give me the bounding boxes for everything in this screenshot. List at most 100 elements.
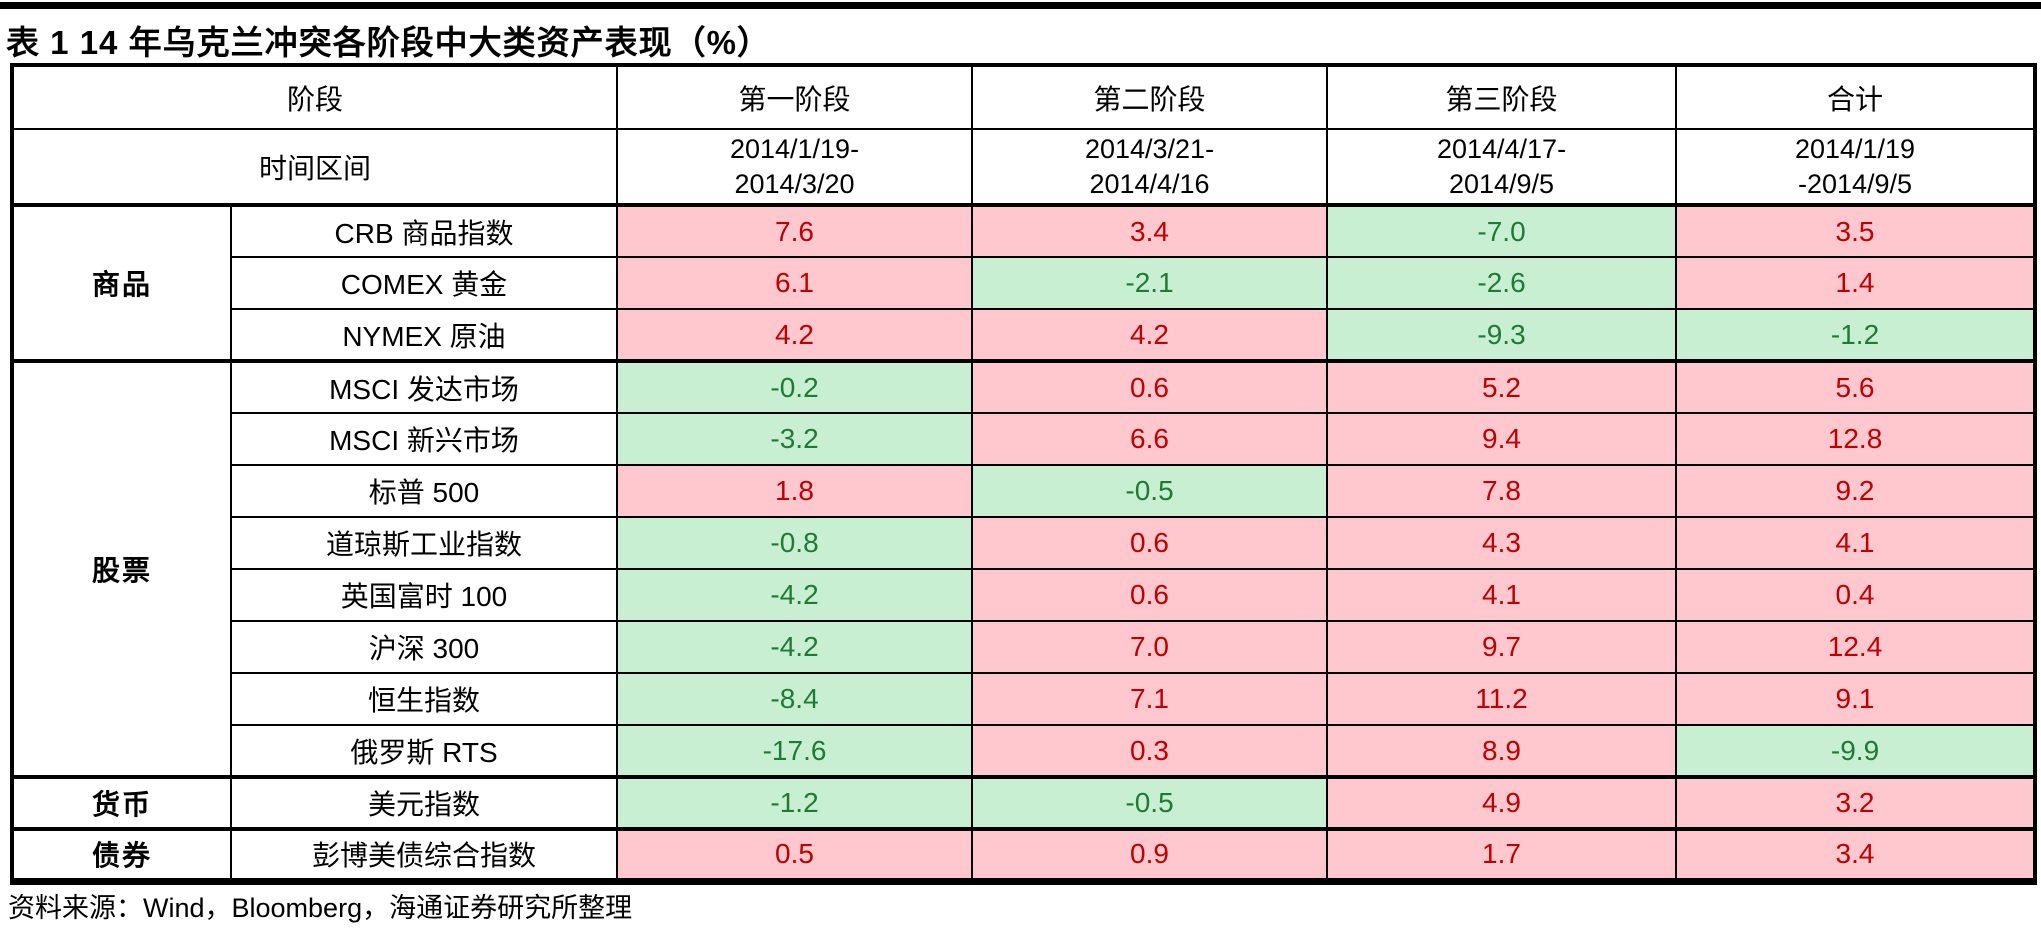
stage-header-row: 阶段 第一阶段 第二阶段 第三阶段 合计 <box>10 63 2037 130</box>
category-cell-currency: 货币 <box>11 775 232 830</box>
asset-name-cell: 标普 500 <box>229 464 619 518</box>
asset-name-cell: MSCI 新兴市场 <box>229 412 619 466</box>
value-cell: 4.2 <box>971 308 1329 362</box>
table-title: 表 1 14 年乌克兰冲突各阶段中大类资产表现（%） <box>6 24 771 61</box>
value-cell: 1.4 <box>1675 256 2037 310</box>
period-2-line-2: 2014/4/16 <box>1089 168 1210 199</box>
value-cell: 6.6 <box>971 412 1329 466</box>
asset-name-cell: NYMEX 原油 <box>229 308 619 362</box>
value-cell: 3.4 <box>1675 827 2037 882</box>
value-cell: 4.1 <box>1326 568 1678 622</box>
asset-name-cell: 美元指数 <box>229 775 619 830</box>
value-cell: -1.2 <box>1675 308 2037 362</box>
asset-name-cell: 道琼斯工业指数 <box>229 516 619 570</box>
value-cell: -0.5 <box>971 464 1329 518</box>
table-row: 债券 彭博美债综合指数 0.5 0.9 1.7 3.4 <box>11 827 2037 882</box>
period-3-line-1: 2014/4/17- <box>1436 133 1567 164</box>
value-cell: -7.0 <box>1326 203 1678 258</box>
asset-name-cell: 彭博美债综合指数 <box>229 827 619 882</box>
period-2-cell: 2014/3/21- 2014/4/16 <box>971 128 1329 207</box>
asset-name-cell: 沪深 300 <box>229 620 619 674</box>
value-cell: 7.0 <box>971 620 1329 674</box>
category-cell-commodity: 商品 <box>11 203 232 362</box>
value-cell: 3.4 <box>971 203 1329 258</box>
period-3-line-2: 2014/9/5 <box>1448 168 1555 199</box>
value-cell: 0.3 <box>971 724 1329 778</box>
period-total-line-1: 2014/1/19 <box>1794 133 1916 164</box>
value-cell: -2.6 <box>1326 256 1678 310</box>
value-cell: -4.2 <box>616 620 974 674</box>
value-cell: 0.6 <box>971 516 1329 570</box>
source-note: 资料来源：Wind，Bloomberg，海通证券研究所整理 <box>8 893 633 923</box>
value-cell: -0.8 <box>616 516 974 570</box>
value-cell: 1.8 <box>616 464 974 518</box>
period-3-cell: 2014/4/17- 2014/9/5 <box>1326 128 1678 207</box>
period-total-cell: 2014/1/19 -2014/9/5 <box>1675 128 2037 207</box>
value-cell: 9.4 <box>1326 412 1678 466</box>
table-row: 俄罗斯 RTS -17.6 0.3 8.9 -9.9 <box>12 724 2037 778</box>
value-cell: 9.1 <box>1675 672 2037 726</box>
value-cell: -9.3 <box>1326 308 1678 362</box>
value-cell: 4.2 <box>616 308 974 362</box>
table-row: 商品 CRB 商品指数 7.6 3.4 -7.0 3.5 <box>11 203 2037 362</box>
period-1-cell: 2014/1/19- 2014/3/20 <box>616 128 974 207</box>
value-cell: -4.2 <box>616 568 974 622</box>
table-row: COMEX 黄金 6.1 -2.1 -2.6 1.4 <box>12 256 2037 310</box>
value-cell: 3.2 <box>1675 775 2037 830</box>
stage-1-header: 第一阶段 <box>616 63 974 130</box>
value-cell: 9.7 <box>1326 620 1678 674</box>
period-header-row: 时间区间 2014/1/19- 2014/3/20 2014/3/21- 201… <box>10 128 2037 207</box>
value-cell: -9.9 <box>1675 724 2037 778</box>
value-cell: 12.4 <box>1675 620 2037 674</box>
value-cell: 4.1 <box>1675 516 2037 570</box>
value-cell: 12.8 <box>1675 412 2037 466</box>
asset-performance-table: 阶段 第一阶段 第二阶段 第三阶段 合计 时间区间 2014/1/19- 201… <box>10 63 2038 885</box>
table-row: MSCI 新兴市场 -3.2 6.6 9.4 12.8 <box>12 412 2037 466</box>
period-1-line-1: 2014/1/19- <box>729 133 860 164</box>
category-cell-equity: 股票 <box>11 359 232 778</box>
stage-label-cell: 阶段 <box>10 63 619 130</box>
value-cell: 0.6 <box>971 568 1329 622</box>
table-row: 标普 500 1.8 -0.5 7.8 9.2 <box>12 464 2037 518</box>
value-cell: 3.5 <box>1675 203 2037 258</box>
value-cell: -17.6 <box>616 724 974 778</box>
value-cell: -2.1 <box>971 256 1329 310</box>
asset-name-cell: CRB 商品指数 <box>229 203 619 258</box>
stage-3-header: 第三阶段 <box>1326 63 1678 130</box>
value-cell: 0.6 <box>971 359 1329 414</box>
asset-name-cell: 英国富时 100 <box>229 568 619 622</box>
stage-2-header: 第二阶段 <box>971 63 1329 130</box>
top-divider-rule <box>0 2 2041 9</box>
value-cell: 0.9 <box>971 827 1329 882</box>
period-1-line-2: 2014/3/20 <box>734 168 855 199</box>
period-total-line-2: -2014/9/5 <box>1797 168 1913 199</box>
category-cell-bond: 债券 <box>11 827 232 882</box>
value-cell: 7.6 <box>616 203 974 258</box>
period-2-line-1: 2014/3/21- <box>1084 133 1215 164</box>
value-cell: -0.2 <box>616 359 974 414</box>
value-cell: 8.9 <box>1326 724 1678 778</box>
value-cell: 0.4 <box>1675 568 2037 622</box>
value-cell: -8.4 <box>616 672 974 726</box>
period-label-cell: 时间区间 <box>10 128 619 207</box>
value-cell: 4.9 <box>1326 775 1678 830</box>
value-cell: -1.2 <box>616 775 974 830</box>
table-row: 道琼斯工业指数 -0.8 0.6 4.3 4.1 <box>12 516 2037 570</box>
value-cell: -3.2 <box>616 412 974 466</box>
value-cell: 1.7 <box>1326 827 1678 882</box>
table-row: 货币 美元指数 -1.2 -0.5 4.9 3.2 <box>11 775 2037 830</box>
value-cell: 5.6 <box>1675 359 2037 414</box>
asset-name-cell: MSCI 发达市场 <box>229 359 619 414</box>
table-row: NYMEX 原油 4.2 4.2 -9.3 -1.2 <box>12 308 2037 362</box>
value-cell: 4.3 <box>1326 516 1678 570</box>
value-cell: 0.5 <box>616 827 974 882</box>
value-cell: -0.5 <box>971 775 1329 830</box>
value-cell: 5.2 <box>1326 359 1678 414</box>
table-row: 英国富时 100 -4.2 0.6 4.1 0.4 <box>12 568 2037 622</box>
value-cell: 11.2 <box>1326 672 1678 726</box>
value-cell: 9.2 <box>1675 464 2037 518</box>
asset-name-cell: COMEX 黄金 <box>229 256 619 310</box>
value-cell: 7.8 <box>1326 464 1678 518</box>
asset-name-cell: 恒生指数 <box>229 672 619 726</box>
